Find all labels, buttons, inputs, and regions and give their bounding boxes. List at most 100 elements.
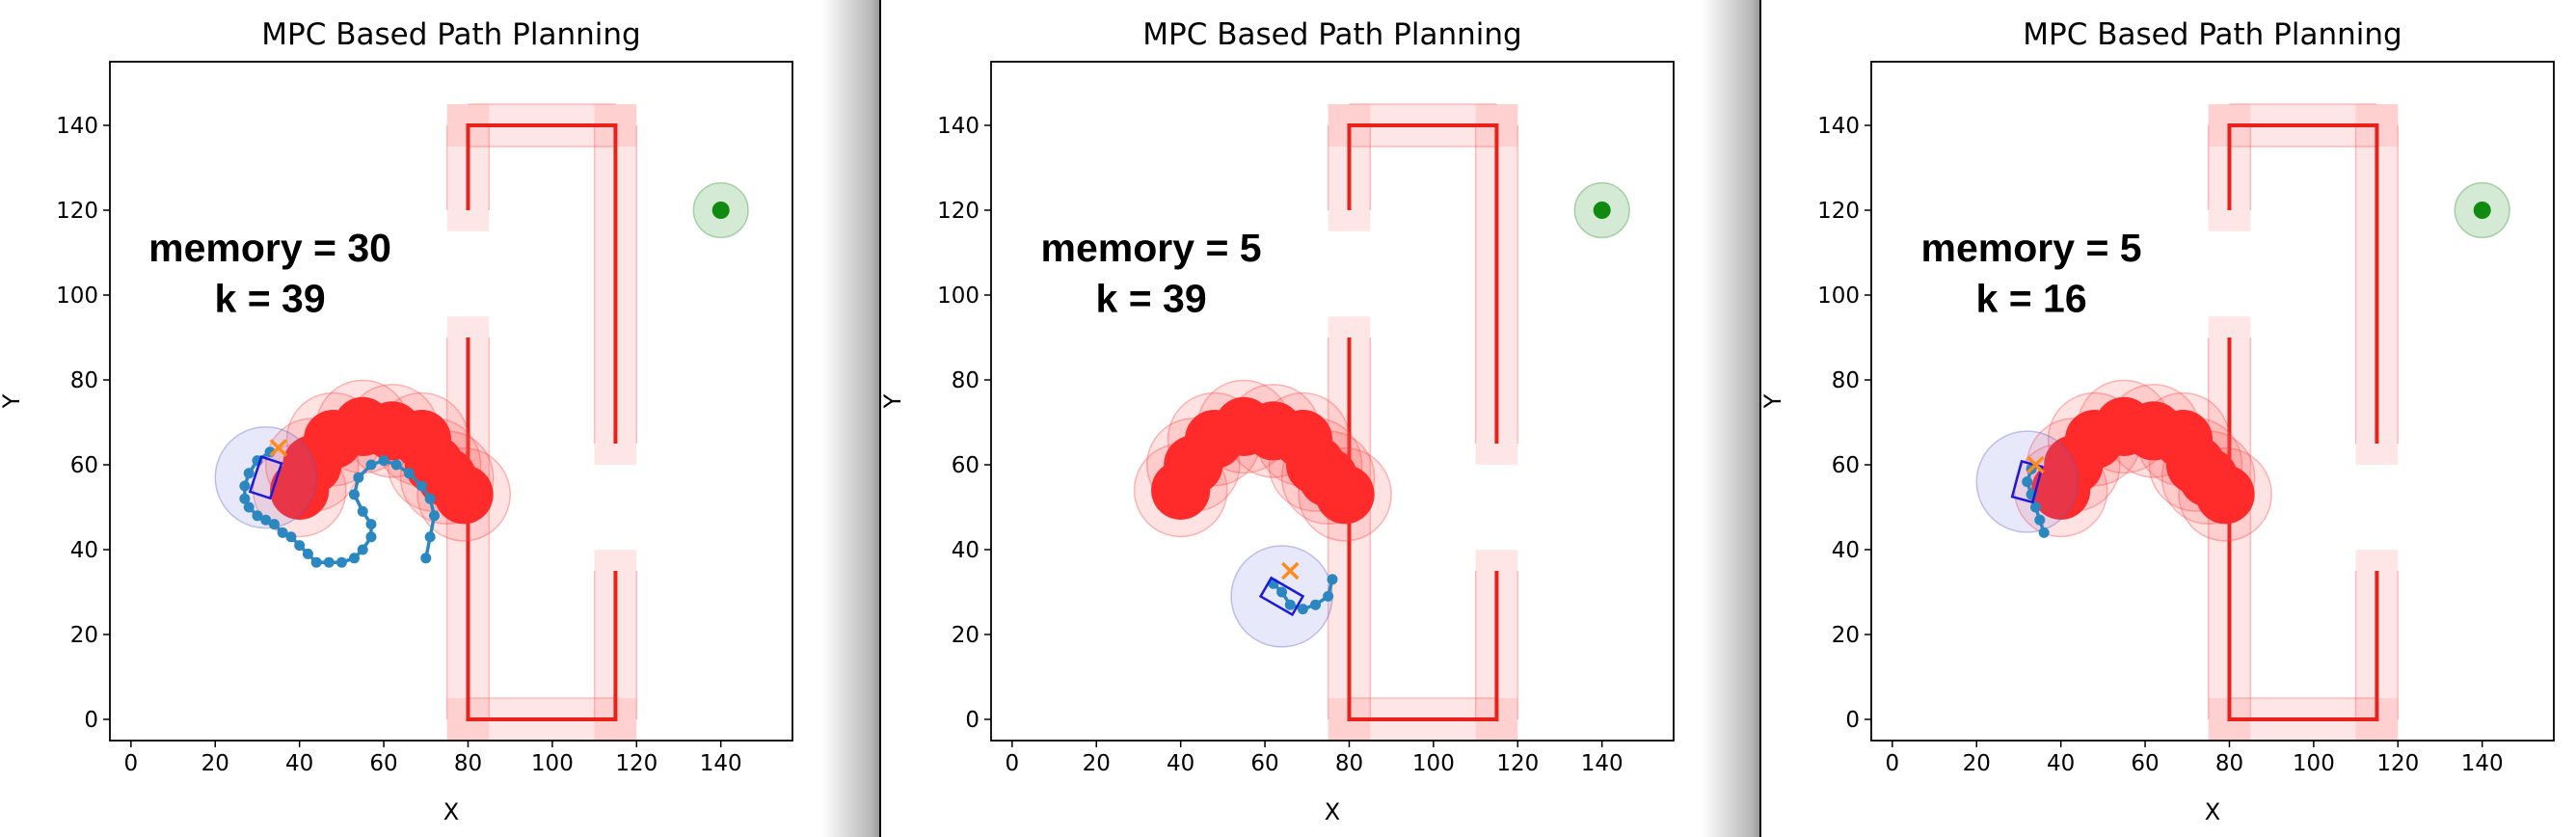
- x-tick-label: 20: [201, 751, 229, 776]
- x-tick-label: 100: [531, 751, 574, 776]
- y-tick-label: 100: [1817, 284, 1860, 309]
- trajectory-point: [357, 505, 368, 517]
- trajectory-point: [1323, 590, 1334, 602]
- y-tick-label: 140: [937, 114, 979, 139]
- x-tick-label: 0: [124, 751, 139, 776]
- y-tick-label: 40: [1832, 538, 1860, 563]
- x-tick-label: 0: [1006, 751, 1020, 776]
- y-tick-label: 60: [1832, 453, 1860, 478]
- y-tick-label: 20: [70, 623, 98, 648]
- plot-frame: [990, 61, 1675, 742]
- annotation-memory: memory = 5: [1041, 226, 1262, 270]
- trajectory-point: [365, 519, 377, 530]
- panel-separator: [1759, 0, 1761, 837]
- wall: [1347, 338, 1499, 721]
- wall: [2227, 123, 2379, 444]
- trajectory-point: [1297, 604, 1308, 615]
- trajectory-point: [416, 480, 427, 492]
- trajectory-point: [348, 489, 360, 500]
- robot-body: [248, 455, 283, 500]
- x-tick-label: 0: [1886, 751, 1900, 776]
- x-axis-label: X: [1325, 798, 1340, 825]
- y-tick-label: 0: [84, 708, 98, 733]
- trajectory-point: [2022, 476, 2033, 488]
- y-tick-label: 100: [56, 284, 98, 309]
- predicted-marker: [1281, 561, 1300, 580]
- x-tick-label: 80: [454, 751, 482, 776]
- trajectory-point: [323, 556, 335, 568]
- chart-panel-1: MPC Based Path Planning memory = 30 k = 39…: [0, 17, 793, 825]
- y-tick-label: 20: [1832, 623, 1860, 648]
- obstacle: [2195, 465, 2255, 525]
- y-axis-label: Y: [879, 393, 906, 409]
- y-tick-label: 120: [56, 199, 98, 224]
- robot-safety-region: [214, 426, 317, 529]
- trajectory-point: [424, 531, 436, 543]
- annotation-k: k = 39: [1096, 277, 1207, 321]
- trajectory-point: [1327, 574, 1338, 585]
- trajectory-point: [243, 468, 255, 479]
- trajectory-point: [2034, 514, 2046, 526]
- plot-frame: [109, 61, 793, 742]
- x-tick-label: 80: [1335, 751, 1363, 776]
- x-tick-label: 140: [2461, 751, 2504, 776]
- chart-panel-3: MPC Based Path Planning memory = 5 k = 16 0…: [1759, 17, 2555, 825]
- trajectory-point: [335, 556, 347, 568]
- x-tick-label: 140: [700, 751, 742, 776]
- goal-point: [2473, 202, 2491, 219]
- trajectory-point: [365, 459, 377, 471]
- trajectory-point: [260, 514, 272, 526]
- annotation-k: k = 16: [1976, 277, 2087, 321]
- predicted-marker: [2026, 455, 2045, 474]
- trajectory-point: [429, 510, 441, 522]
- goal-point: [1593, 202, 1611, 219]
- obstacle: [1315, 465, 1375, 525]
- x-tick-label: 60: [369, 751, 397, 776]
- predicted-marker: [269, 439, 288, 457]
- wall: [2227, 338, 2379, 721]
- robot: [248, 455, 283, 500]
- trajectory-point: [1310, 599, 1322, 610]
- goal-point: [711, 202, 730, 219]
- y-axis-label: Y: [0, 393, 25, 409]
- x-tick-label: 120: [615, 751, 657, 776]
- y-tick-label: 80: [70, 368, 98, 393]
- plot-frame: [1870, 61, 2555, 742]
- trajectory-point: [243, 501, 255, 513]
- robot-body: [1258, 576, 1305, 617]
- chart-title: MPC Based Path Planning: [2023, 17, 2402, 52]
- y-tick-label: 0: [1845, 708, 1860, 733]
- trajectory-point: [390, 459, 402, 471]
- trajectory-point: [378, 455, 389, 467]
- y-tick-label: 80: [952, 368, 979, 393]
- trajectory-point: [239, 480, 251, 492]
- annotation-k: k = 39: [215, 277, 326, 321]
- x-tick-label: 20: [1083, 751, 1111, 776]
- y-tick-label: 60: [70, 453, 98, 478]
- trajectory-point: [420, 553, 432, 564]
- trajectory-point: [365, 531, 377, 543]
- y-tick-label: 40: [70, 538, 98, 563]
- annotation-memory: memory = 30: [148, 226, 391, 270]
- chart-title: MPC Based Path Planning: [1142, 17, 1521, 52]
- x-tick-label: 120: [1496, 751, 1539, 776]
- trajectory-point: [357, 544, 368, 555]
- trajectory-point: [1276, 586, 1288, 598]
- y-tick-label: 100: [937, 284, 979, 309]
- x-axis-label: X: [2205, 798, 2220, 825]
- trajectory-point: [424, 493, 436, 504]
- y-tick-label: 20: [952, 623, 979, 648]
- wall: [466, 123, 618, 444]
- x-tick-label: 60: [2131, 751, 2159, 776]
- x-tick-label: 40: [2047, 751, 2075, 776]
- trajectory-point: [294, 540, 306, 552]
- x-tick-label: 140: [1581, 751, 1623, 776]
- trajectory-point: [277, 526, 288, 538]
- x-tick-label: 20: [1963, 751, 1991, 776]
- y-tick-label: 140: [1817, 114, 1860, 139]
- y-tick-label: 120: [937, 199, 979, 224]
- y-tick-label: 140: [56, 114, 98, 139]
- panel-shadow: [1702, 0, 1759, 837]
- trajectory-point: [252, 510, 263, 522]
- y-tick-label: 60: [952, 453, 979, 478]
